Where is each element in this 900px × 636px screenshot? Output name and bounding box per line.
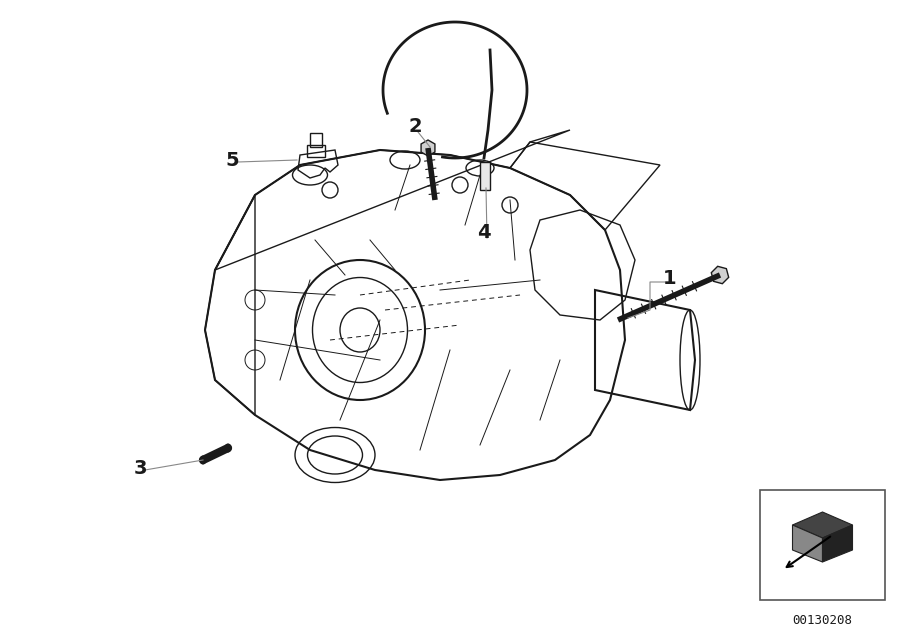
- Ellipse shape: [200, 456, 206, 464]
- Bar: [307, 145, 325, 157]
- Bar: [760, 490, 885, 600]
- Polygon shape: [793, 512, 852, 538]
- Text: 5: 5: [225, 151, 238, 170]
- Polygon shape: [823, 525, 852, 562]
- Polygon shape: [793, 525, 823, 562]
- Text: 4: 4: [477, 223, 490, 242]
- Bar: [310, 133, 322, 147]
- Ellipse shape: [225, 444, 231, 452]
- Polygon shape: [421, 140, 435, 156]
- Text: 00130208: 00130208: [793, 614, 852, 627]
- Text: 1: 1: [663, 268, 677, 287]
- Bar: [480, 162, 490, 190]
- Polygon shape: [711, 266, 729, 284]
- Text: 2: 2: [409, 118, 422, 137]
- Text: 3: 3: [133, 459, 147, 478]
